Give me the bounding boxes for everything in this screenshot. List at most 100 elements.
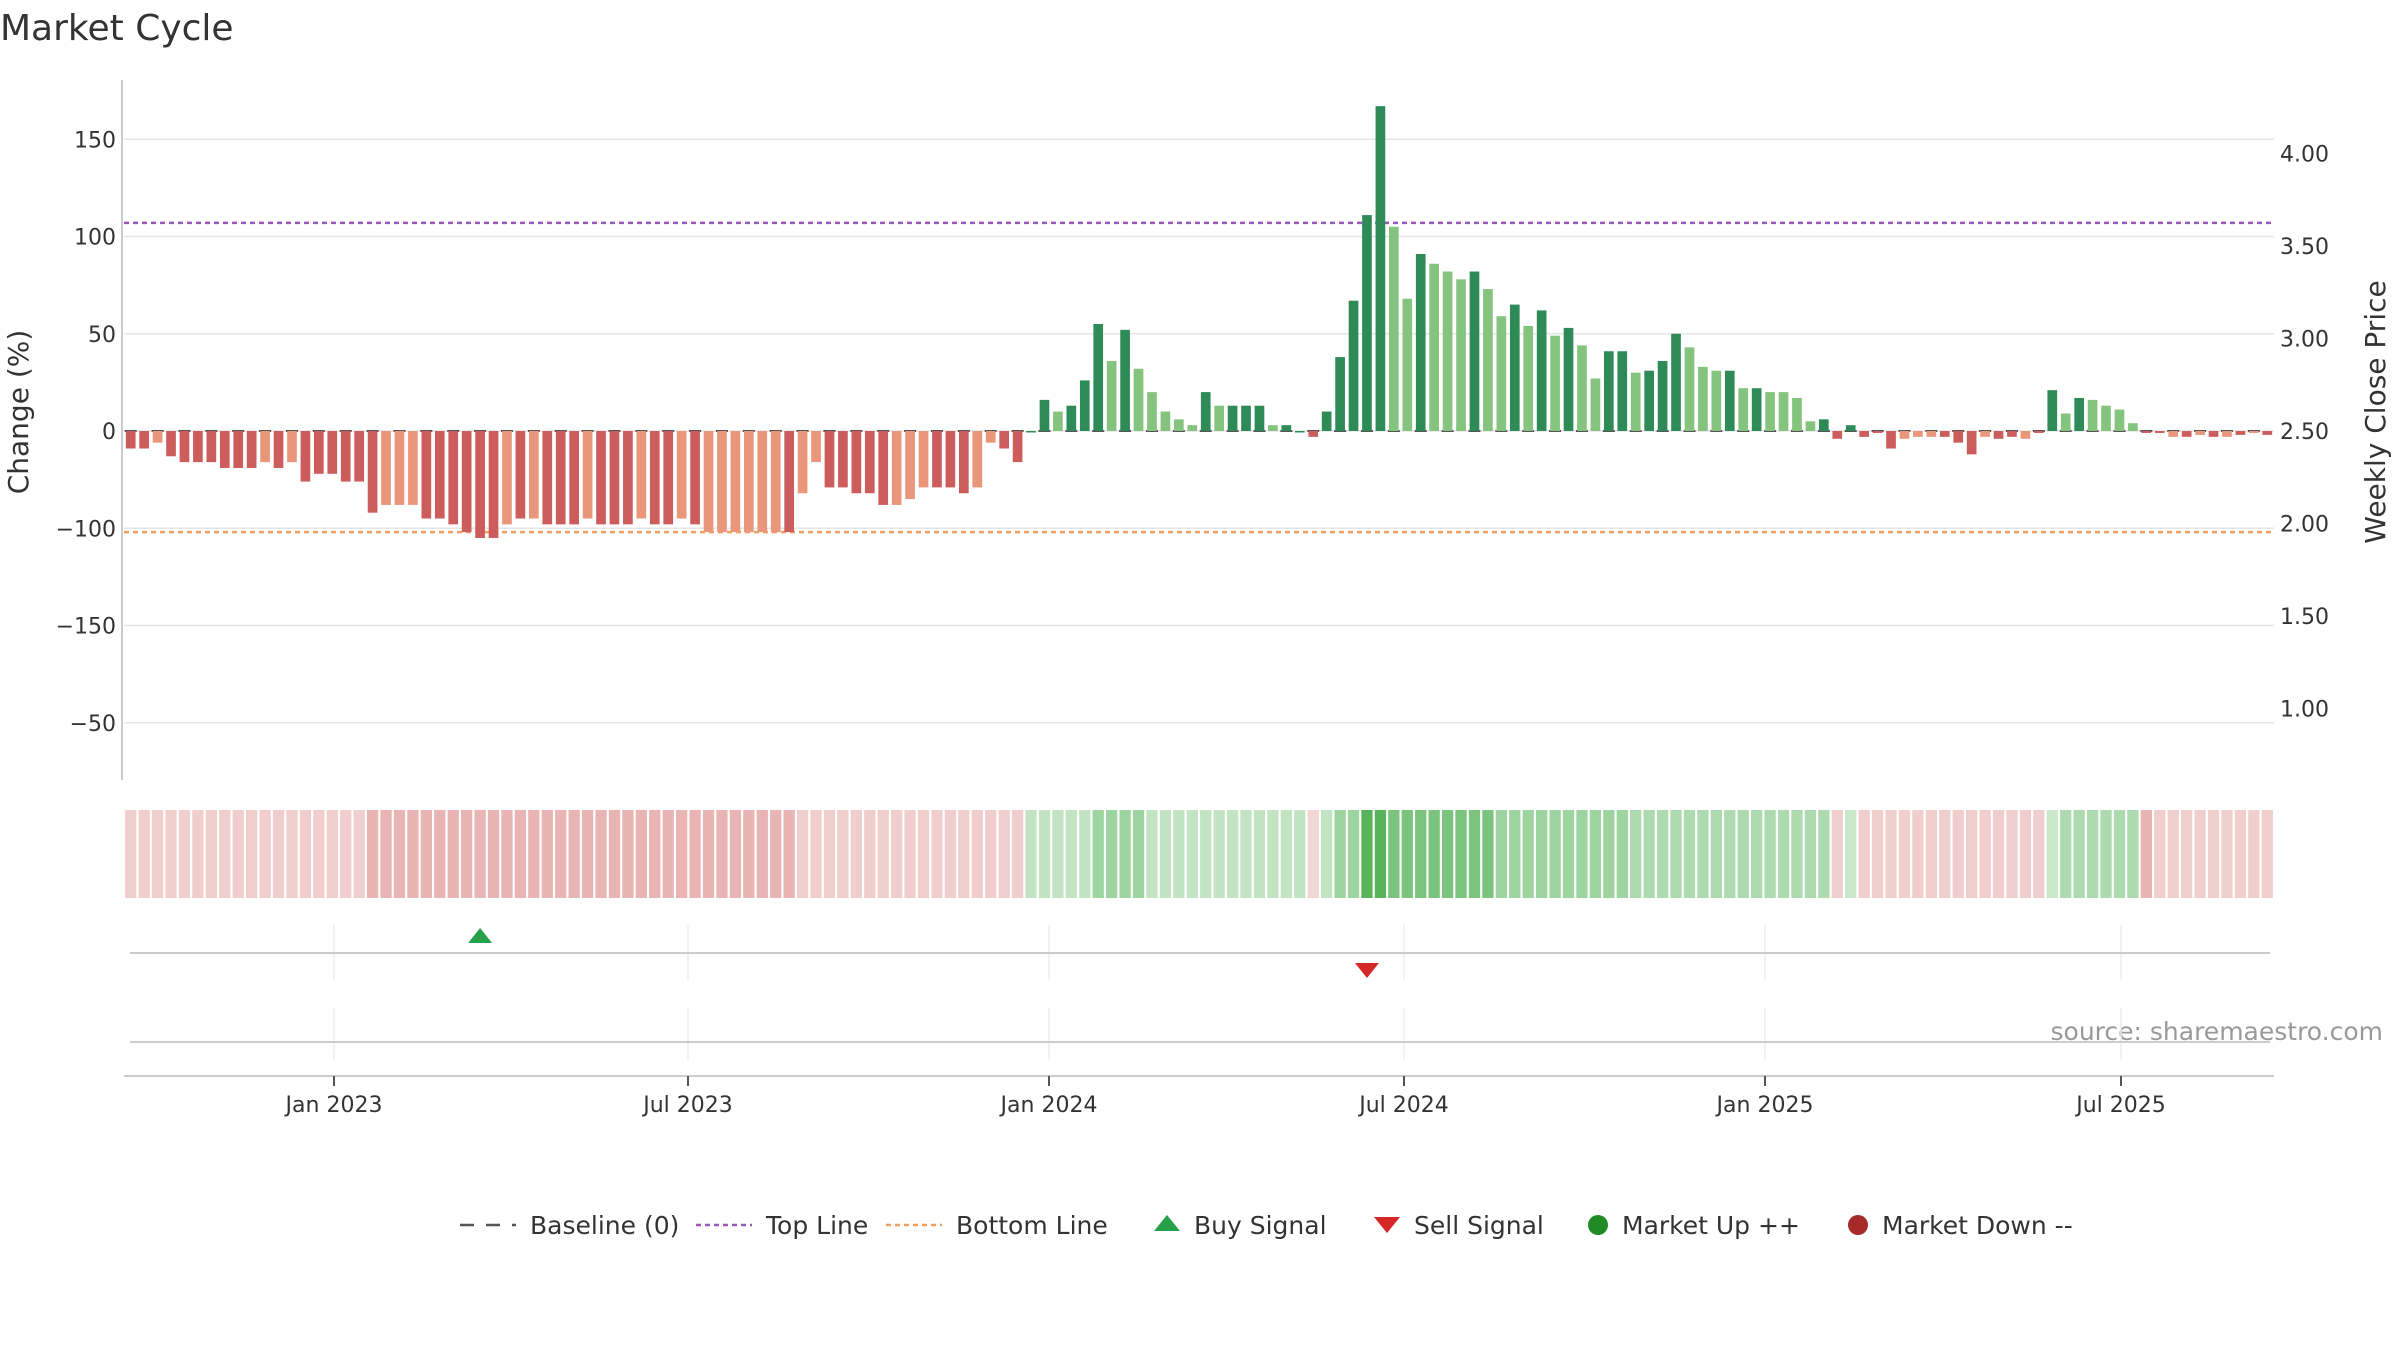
- heat-cell: [555, 810, 567, 898]
- heat-cell: [998, 810, 1010, 898]
- heat-cell: [1280, 810, 1292, 898]
- bar: [2249, 431, 2259, 433]
- heat-cell: [2033, 810, 2045, 898]
- heat-cell: [246, 810, 258, 898]
- bar: [273, 431, 284, 468]
- heat-cell: [151, 810, 164, 898]
- heat-cell: [340, 810, 352, 898]
- heat-cell: [286, 810, 298, 898]
- bar: [623, 431, 633, 525]
- heat-cell: [1898, 810, 1911, 898]
- signal-panel: [130, 925, 2270, 1060]
- bar: [1415, 254, 1426, 431]
- bar: [945, 431, 956, 488]
- bar: [1953, 431, 1964, 443]
- bar: [1214, 405, 1224, 431]
- heat-cell: [1361, 810, 1373, 898]
- bar: [1711, 370, 1722, 431]
- bar: [488, 431, 499, 538]
- bar: [1630, 372, 1641, 431]
- heat-cell: [313, 810, 325, 898]
- bar: [2128, 423, 2138, 431]
- heat-cell: [299, 810, 312, 898]
- bar: [2222, 431, 2232, 437]
- bar: [502, 431, 512, 525]
- bar: [287, 431, 297, 463]
- heat-cell: [662, 810, 674, 898]
- bar: [918, 431, 929, 488]
- sell-signal-marker: [1354, 963, 1379, 978]
- heat-cell: [1912, 810, 1924, 898]
- bar: [354, 431, 364, 482]
- bar: [891, 431, 902, 505]
- bar: [1738, 388, 1749, 431]
- bar: [1913, 431, 1923, 437]
- heat-cell: [393, 810, 406, 898]
- heat-cell: [891, 810, 903, 898]
- y2-tick-label: 3.50: [2280, 235, 2329, 260]
- heat-cell: [2046, 810, 2058, 898]
- legend-buy-icon: [1154, 1215, 1180, 1231]
- bar: [2007, 431, 2017, 437]
- legend: Baseline (0) Top Line Bottom Line Buy Signa…: [460, 1211, 2073, 1240]
- bar: [193, 431, 203, 463]
- bar: [1160, 411, 1171, 431]
- y-tick-label: 0: [102, 420, 116, 445]
- y2-tick-label: 2.50: [2280, 420, 2329, 445]
- heat-cell: [743, 810, 755, 898]
- y-tick-label: 50: [88, 323, 116, 348]
- bar: [381, 431, 391, 505]
- heat-cell: [622, 810, 634, 898]
- heat-cell: [1267, 810, 1279, 898]
- heat-cell: [165, 810, 177, 898]
- heat-cell: [608, 810, 621, 898]
- bar: [1684, 347, 1695, 431]
- bar: [1174, 419, 1184, 431]
- heat-cell: [420, 810, 432, 898]
- bar: [1053, 411, 1063, 431]
- legend-sell-icon: [1374, 1217, 1400, 1233]
- cycle-heat-strip: [125, 810, 2273, 898]
- bar: [609, 431, 620, 525]
- bar: [1939, 431, 1950, 437]
- bar: [434, 431, 445, 519]
- heat-cell: [1213, 810, 1225, 898]
- bar: [1429, 263, 1439, 431]
- heat-cell: [447, 810, 459, 898]
- heat-cell: [1025, 810, 1037, 898]
- legend-label: Sell Signal: [1414, 1211, 1544, 1240]
- bar: [690, 431, 700, 525]
- heat-cell: [1011, 810, 1024, 898]
- heat-cell: [823, 810, 836, 898]
- bar: [1442, 271, 1453, 431]
- bar: [367, 431, 378, 513]
- bar: [1241, 405, 1251, 431]
- x-tick-label: Jul 2024: [1357, 1093, 1449, 1118]
- bar: [1926, 431, 1937, 437]
- y-axis-label: Change (%): [2, 330, 35, 495]
- bar: [730, 431, 741, 533]
- bar: [1469, 271, 1480, 431]
- bar: [1120, 329, 1130, 431]
- heat-cell: [1777, 810, 1790, 898]
- heat-cell: [1186, 810, 1198, 898]
- bar: [2235, 431, 2246, 435]
- legend-label: Market Up ++: [1622, 1211, 1800, 1240]
- x-tick-label: Jan 2023: [284, 1093, 383, 1118]
- y2-tick-label: 3.00: [2280, 328, 2329, 353]
- heat-cell: [1670, 810, 1682, 898]
- bar: [542, 431, 553, 525]
- bar: [811, 431, 821, 463]
- bar: [1026, 431, 1036, 433]
- bar: [340, 431, 351, 482]
- heat-cell: [1509, 810, 1521, 898]
- bar: [1402, 298, 1413, 431]
- legend-label: Buy Signal: [1194, 1211, 1327, 1240]
- bar: [1106, 360, 1117, 431]
- bar: [1671, 333, 1681, 431]
- y-tick-label: 100: [74, 226, 116, 251]
- bar: [1604, 351, 1614, 431]
- bar: [246, 431, 257, 468]
- chart-title: Market Cycle: [0, 8, 234, 49]
- bar: [1657, 360, 1668, 431]
